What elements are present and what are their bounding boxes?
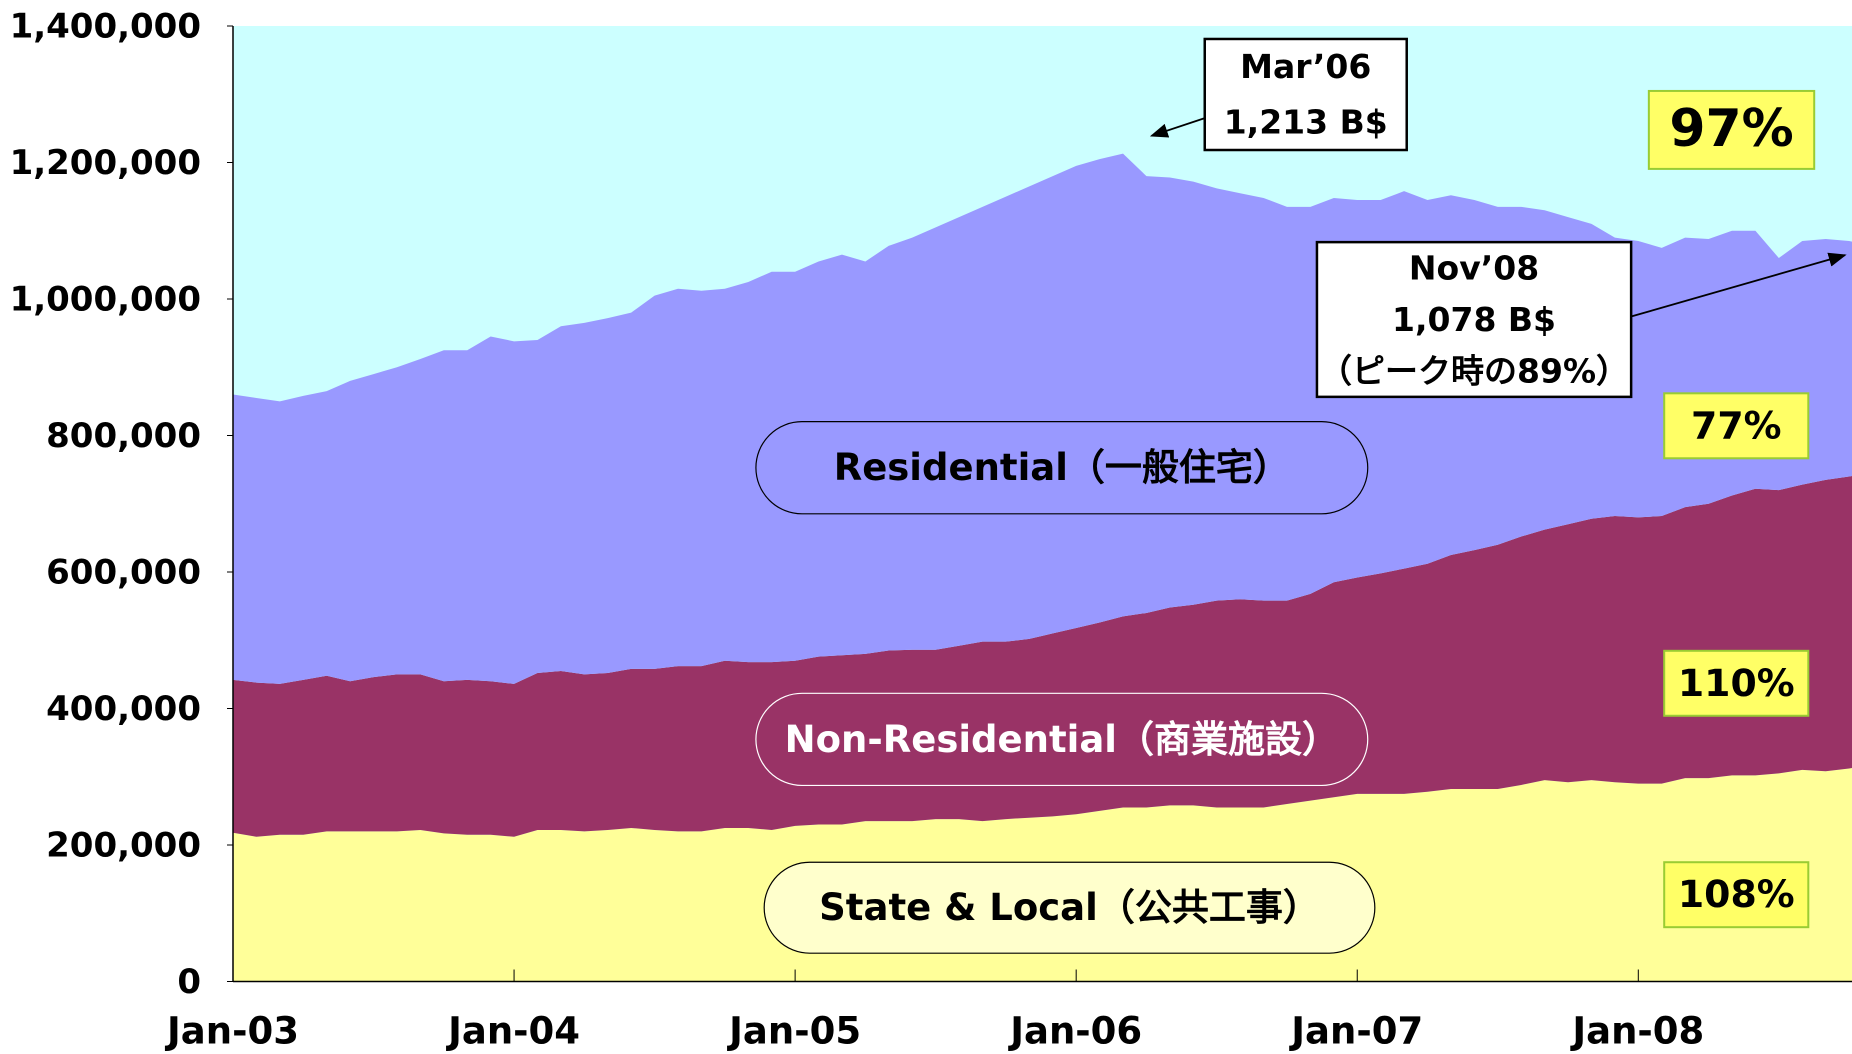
share-box [1663, 392, 1810, 460]
callout-text: 1,078 B$ [1392, 300, 1556, 339]
callout-arrow [1630, 252, 1847, 318]
x-tick-label: Jan-04 [445, 1010, 580, 1053]
legend-label: Residential（一般住宅） [834, 446, 1290, 489]
x-tick-label: Jan-06 [1007, 1010, 1142, 1053]
share-box [1663, 861, 1810, 929]
y-tick-label: 1,400,000 [10, 7, 201, 47]
x-tick-label: Jan-08 [1569, 1010, 1704, 1053]
legend-label: State & Local（公共工事） [819, 886, 1320, 929]
y-tick-label: 1,000,000 [10, 280, 201, 320]
callout-text: 1,213 B$ [1224, 103, 1388, 142]
y-tick-label: 1,200,000 [10, 143, 201, 183]
callout-text: Nov’08 [1409, 248, 1539, 287]
legend-label: Non-Residential（商業施設） [785, 718, 1339, 761]
area [233, 476, 1852, 837]
y-tick-label: 400,000 [46, 689, 201, 729]
share-label: 77% [1691, 403, 1781, 447]
y-tick-label: 600,000 [46, 553, 201, 593]
callout-text: （ピーク時の89%） [1319, 352, 1629, 391]
y-tick-label: 0 [177, 962, 201, 1002]
y-tick-label: 200,000 [46, 826, 201, 866]
x-tick-label: Jan-03 [164, 1010, 299, 1053]
x-tick-label: Jan-05 [726, 1010, 861, 1053]
callout-arrow [1149, 117, 1206, 138]
y-tick-label: 800,000 [46, 416, 201, 456]
share-label: 108% [1678, 872, 1795, 916]
callout-text: Mar’06 [1240, 47, 1371, 86]
x-tick-label: Jan-07 [1288, 1010, 1423, 1053]
share-label: 97% [1669, 99, 1793, 159]
callout-box [1203, 37, 1408, 152]
share-box [1663, 649, 1810, 717]
share-box [1647, 89, 1816, 170]
legend-pill [763, 861, 1376, 954]
legend-pill [755, 692, 1369, 787]
callout-box [1315, 240, 1633, 399]
legend-pill [755, 421, 1369, 515]
share-label: 110% [1678, 661, 1795, 705]
